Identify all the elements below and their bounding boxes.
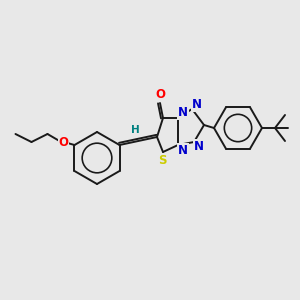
Text: H: H — [131, 125, 140, 135]
Text: N: N — [192, 98, 202, 112]
Text: N: N — [178, 106, 188, 119]
Text: N: N — [178, 143, 188, 157]
Text: O: O — [58, 136, 68, 148]
Text: O: O — [155, 88, 165, 101]
Text: N: N — [194, 140, 204, 152]
Text: S: S — [158, 154, 166, 166]
